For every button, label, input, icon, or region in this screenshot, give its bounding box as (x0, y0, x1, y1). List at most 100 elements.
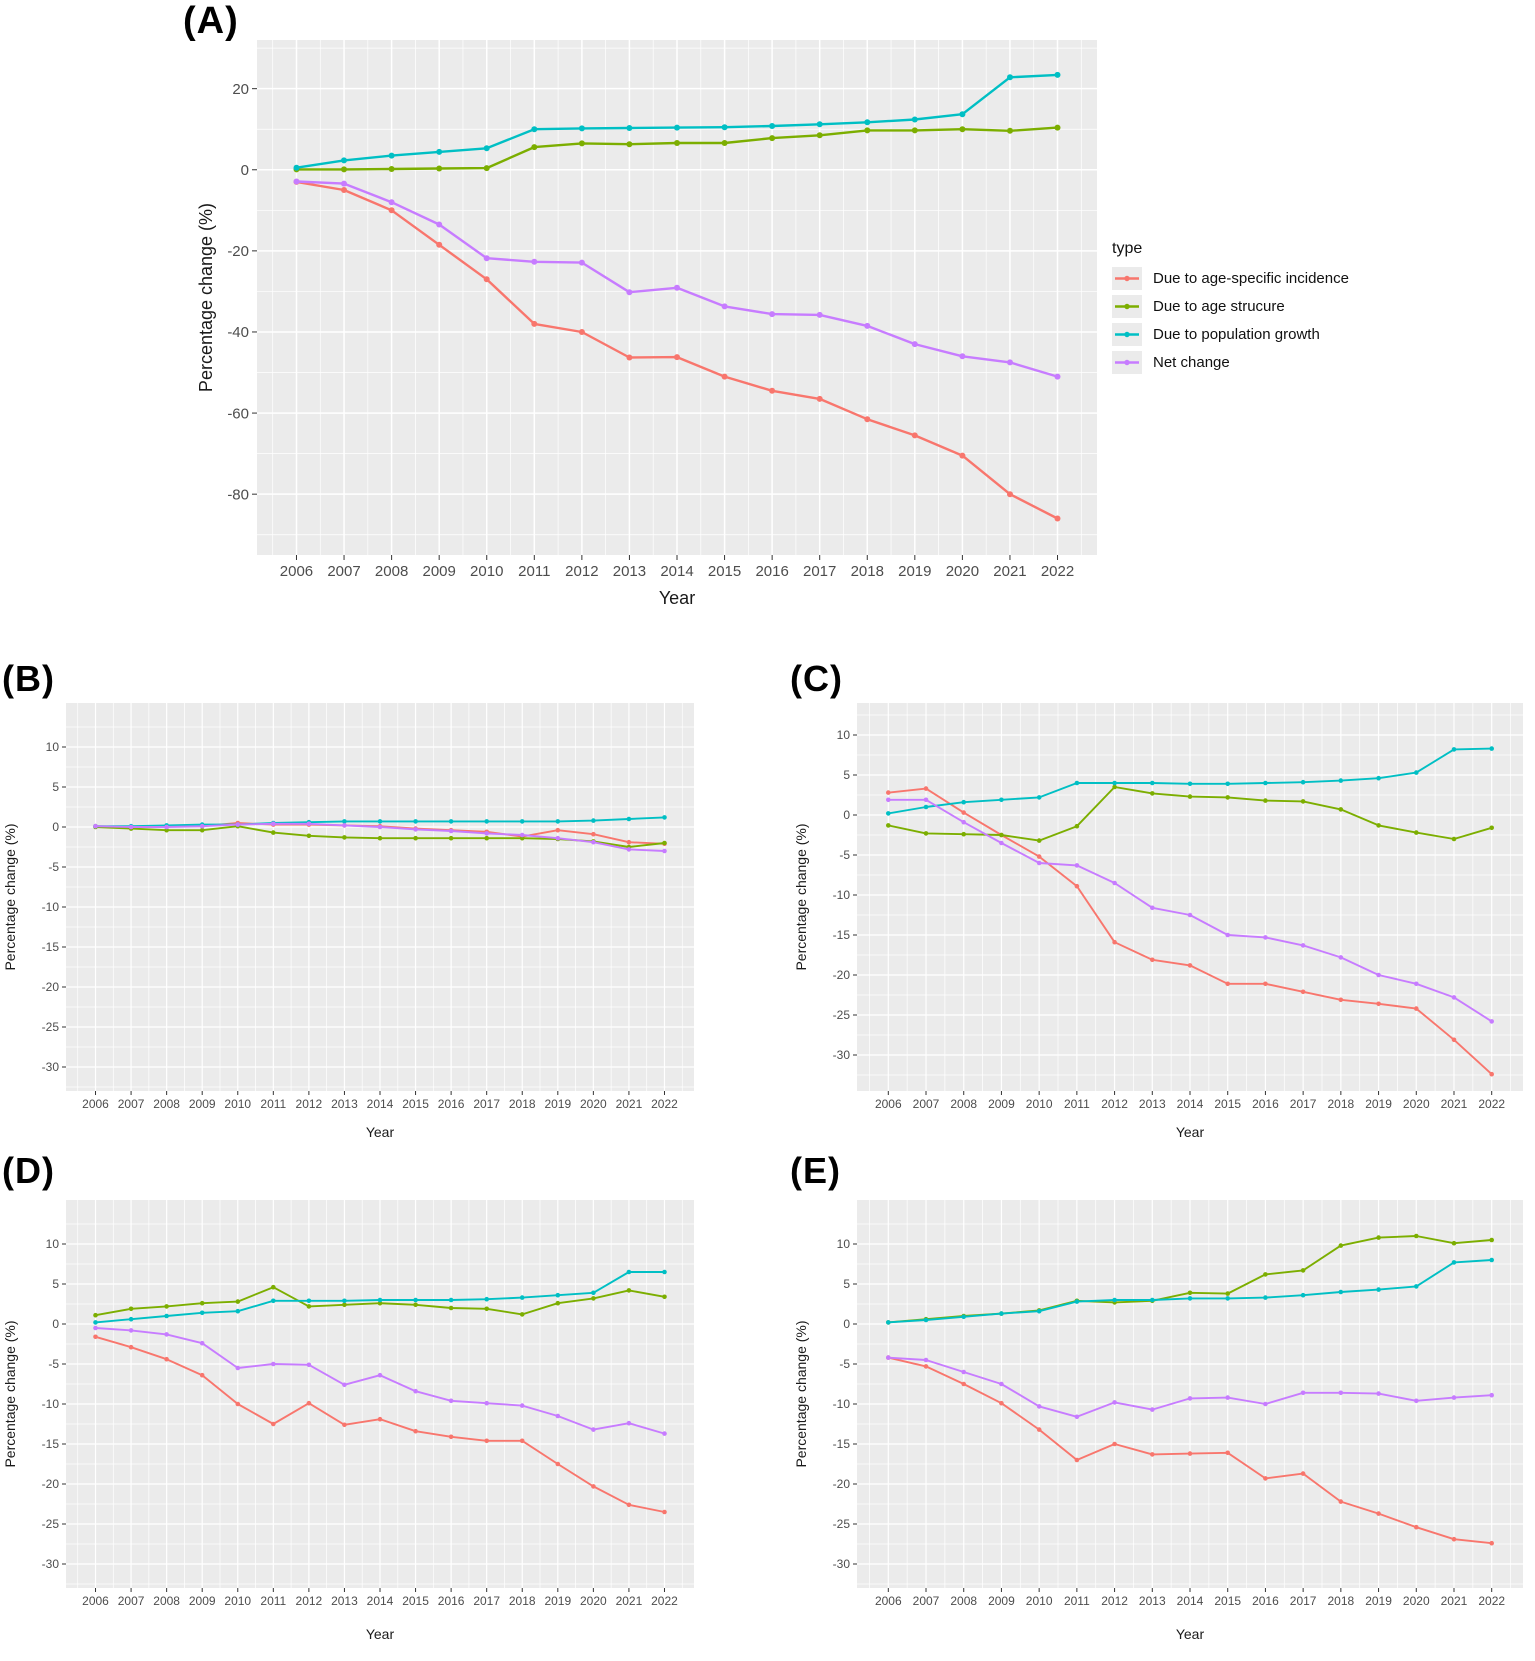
x-axis-title: Year (366, 1626, 395, 1642)
svg-text:2010: 2010 (1026, 1097, 1053, 1111)
svg-text:-25: -25 (833, 1008, 851, 1022)
svg-text:-10: -10 (833, 1397, 851, 1411)
svg-text:-5: -5 (839, 848, 850, 862)
svg-text:2013: 2013 (331, 1097, 358, 1111)
chart-panel-e: 10 5 0 -5 -10 -15 -20 -25 -30 2006 2007 2008 2009 201… (793, 1200, 1523, 1642)
x-axis-title: Year (366, 1124, 395, 1140)
svg-text:2011: 2011 (1064, 1097, 1090, 1111)
panel-label-d: (D) (2, 1150, 55, 1191)
svg-text:-20: -20 (42, 1477, 60, 1491)
series-due-to-age-specific-incidence (293, 178, 1061, 522)
y-axis-title: Percentage change (%) (793, 823, 809, 970)
svg-text:2017: 2017 (473, 1594, 500, 1608)
svg-text:2020: 2020 (1403, 1097, 1430, 1111)
legend-key-icon (1112, 295, 1142, 318)
legend-key-icon (1112, 351, 1142, 374)
series-net-change (93, 1325, 667, 1436)
y-axis-title: Percentage change (%) (2, 823, 18, 970)
svg-text:2008: 2008 (950, 1097, 977, 1111)
svg-text:2009: 2009 (988, 1594, 1015, 1608)
gridlines (857, 703, 1523, 1091)
svg-text:-10: -10 (42, 900, 60, 914)
svg-text:2006: 2006 (82, 1594, 109, 1608)
svg-text:2009: 2009 (422, 563, 455, 580)
svg-text:2020: 2020 (580, 1594, 607, 1608)
svg-text:-15: -15 (42, 940, 60, 954)
svg-text:-10: -10 (833, 888, 851, 902)
svg-text:2015: 2015 (1214, 1097, 1241, 1111)
legend: type Due to age-specific incidence Due to… (1112, 240, 1442, 379)
svg-text:2006: 2006 (82, 1097, 109, 1111)
svg-text:2021: 2021 (993, 563, 1026, 580)
gridlines (857, 1200, 1523, 1588)
y-axis-title: Percentage change (%) (196, 203, 216, 392)
svg-text:-10: -10 (42, 1397, 60, 1411)
svg-text:2008: 2008 (950, 1594, 977, 1608)
svg-text:2019: 2019 (544, 1097, 571, 1111)
svg-text:0: 0 (52, 820, 59, 834)
series-net-change (886, 1355, 1494, 1420)
svg-text:2010: 2010 (470, 563, 503, 580)
svg-text:2006: 2006 (280, 563, 313, 580)
svg-text:2013: 2013 (1139, 1097, 1166, 1111)
svg-text:2007: 2007 (118, 1097, 145, 1111)
svg-text:0: 0 (843, 1317, 850, 1331)
svg-text:-20: -20 (42, 980, 60, 994)
svg-text:2014: 2014 (1177, 1594, 1204, 1608)
svg-text:2018: 2018 (1327, 1097, 1354, 1111)
svg-text:2013: 2013 (1139, 1594, 1166, 1608)
svg-text:2022: 2022 (651, 1594, 678, 1608)
svg-text:2018: 2018 (851, 563, 884, 580)
series-due-to-age-strucure (93, 1284, 667, 1318)
series-due-to-age-specific-incidence (886, 1355, 1494, 1546)
y-axis-title: Percentage change (%) (793, 1320, 809, 1467)
chart-panel-d: 10 5 0 -5 -10 -15 -20 -25 -30 2006 2007 2008 2009 201… (2, 1200, 694, 1642)
series-net-change (886, 797, 1494, 1024)
svg-text:2017: 2017 (1290, 1594, 1317, 1608)
svg-text:2016: 2016 (755, 563, 788, 580)
svg-text:2013: 2013 (331, 1594, 358, 1608)
x-axis-title: Year (1176, 1626, 1205, 1642)
svg-text:2014: 2014 (367, 1594, 394, 1608)
chart-panel-c: 10 5 0 -5 -10 -15 -20 -25 -30 2006 2007 2008 2009 201… (793, 703, 1523, 1140)
svg-text:2014: 2014 (1177, 1097, 1204, 1111)
svg-text:2010: 2010 (1026, 1594, 1053, 1608)
gridlines (66, 703, 694, 1091)
svg-text:10: 10 (837, 728, 851, 742)
svg-text:2012: 2012 (1101, 1594, 1128, 1608)
legend-entry-due-to-population-growth: Due to population growth (1112, 323, 1442, 346)
svg-text:2022: 2022 (1478, 1594, 1505, 1608)
svg-text:2012: 2012 (296, 1097, 323, 1111)
legend-key-icon (1112, 323, 1142, 346)
svg-text:-5: -5 (48, 1357, 59, 1371)
svg-text:2021: 2021 (616, 1097, 643, 1111)
legend-key-icon (1112, 267, 1142, 290)
svg-text:-20: -20 (833, 968, 851, 982)
chart-panel-b: 10 5 0 -5 -10 -15 -20 -25 -30 2006 2007 2008 2009 201… (2, 703, 694, 1140)
svg-text:2016: 2016 (1252, 1097, 1279, 1111)
svg-text:-25: -25 (833, 1517, 851, 1531)
svg-text:2012: 2012 (296, 1594, 323, 1608)
svg-text:2009: 2009 (189, 1594, 216, 1608)
svg-text:-20: -20 (833, 1477, 851, 1491)
legend-entry-due-to-age-specific-incidence: Due to age-specific incidence (1112, 267, 1442, 290)
svg-text:2008: 2008 (153, 1097, 180, 1111)
svg-text:2020: 2020 (580, 1097, 607, 1111)
svg-text:2019: 2019 (544, 1594, 571, 1608)
svg-text:-30: -30 (833, 1048, 851, 1062)
svg-text:5: 5 (52, 1277, 59, 1291)
legend-title: type (1112, 240, 1143, 257)
svg-text:2012: 2012 (1101, 1097, 1128, 1111)
svg-text:-5: -5 (839, 1357, 850, 1371)
svg-text:0: 0 (241, 162, 249, 179)
svg-text:2019: 2019 (898, 563, 931, 580)
axes: 10 5 0 -5 -10 -15 -20 -25 -30 2006 2007 2008 2009 201… (42, 1237, 678, 1608)
svg-text:2011: 2011 (260, 1097, 286, 1111)
series-due-to-population-growth (93, 1269, 667, 1325)
svg-text:2017: 2017 (473, 1097, 500, 1111)
chart-panel-a: 20 0 -20 -40 -60 -80 2006 2007 2008 2009 2010 2011 2… (196, 40, 1097, 608)
svg-text:2018: 2018 (509, 1594, 536, 1608)
legend-label: Net change (1153, 354, 1230, 371)
svg-text:-30: -30 (833, 1557, 851, 1571)
